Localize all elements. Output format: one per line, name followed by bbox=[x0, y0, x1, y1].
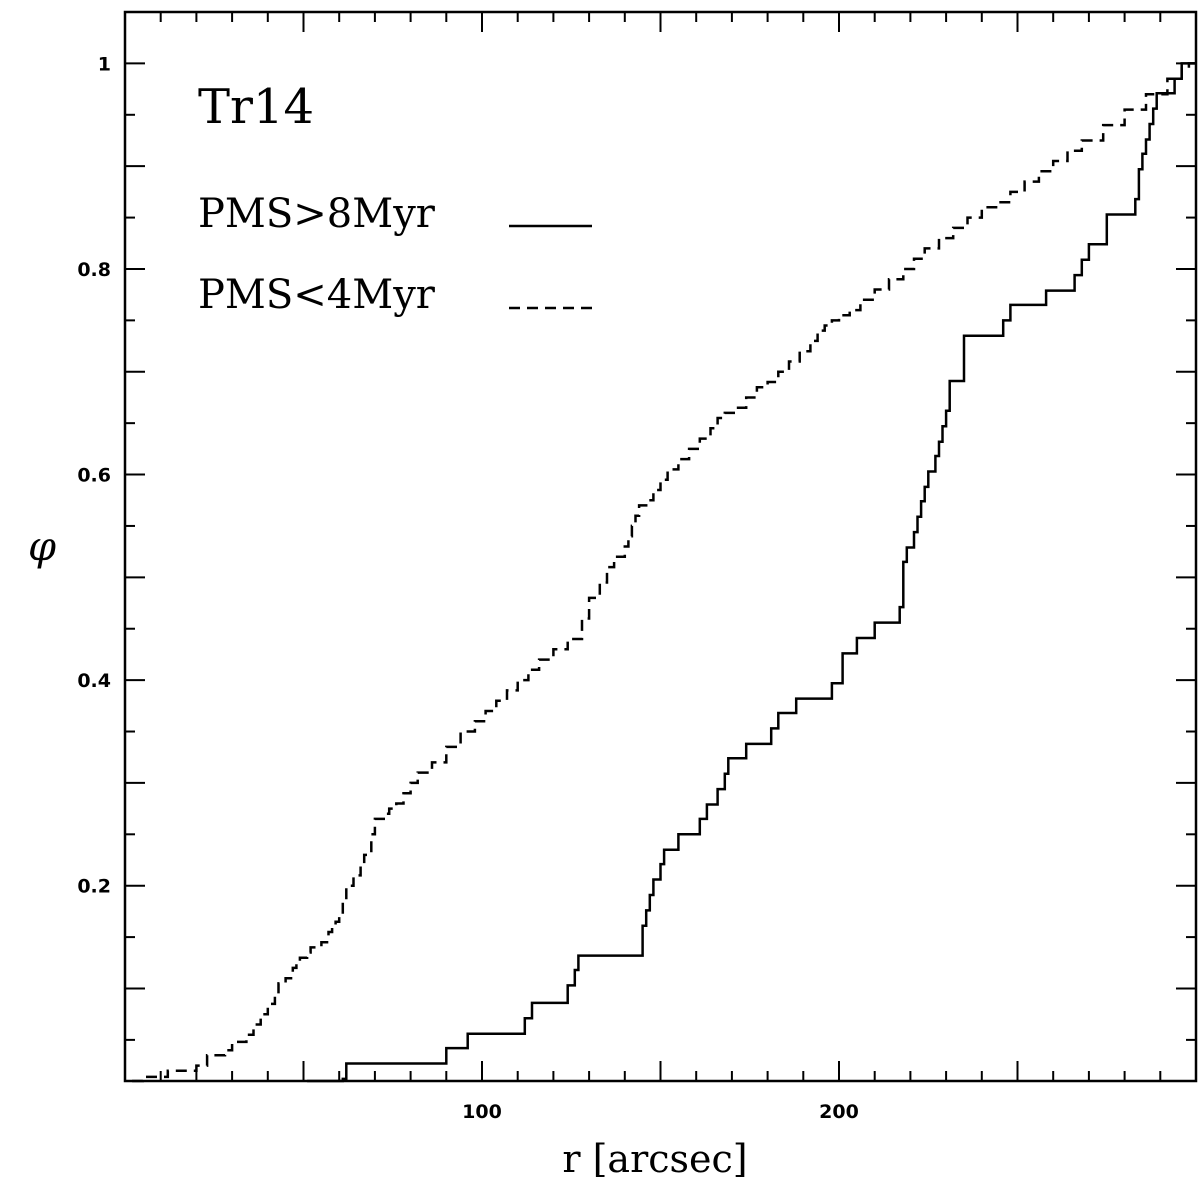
axis-tick-labels: 100 200 0.2 0.4 0.6 0.8 1 bbox=[77, 53, 859, 1123]
x-tick-label: 100 bbox=[462, 1101, 502, 1123]
legend-label-dashed: PMS<4Myr bbox=[198, 272, 436, 318]
y-axis-label: φ bbox=[28, 524, 56, 570]
cluster-annotation: Tr14 bbox=[198, 79, 314, 135]
x-tick-label: 200 bbox=[819, 1101, 859, 1123]
axis-ticks bbox=[125, 12, 1196, 1081]
legend-label-solid: PMS>8Myr bbox=[198, 191, 436, 237]
y-tick-label: 0.8 bbox=[77, 259, 111, 281]
y-tick-label: 1 bbox=[98, 53, 111, 75]
y-tick-label: 0.4 bbox=[77, 670, 111, 692]
y-tick-label: 0.2 bbox=[77, 876, 111, 898]
series-line-pms-old bbox=[307, 62, 1196, 1083]
x-axis-label: r [arcsec] bbox=[562, 1137, 747, 1181]
series-layer bbox=[132, 62, 1196, 1083]
series-line-pms-young bbox=[132, 62, 1196, 1083]
plot-frame bbox=[123, 10, 1198, 1083]
y-tick-label: 0.6 bbox=[77, 465, 111, 487]
